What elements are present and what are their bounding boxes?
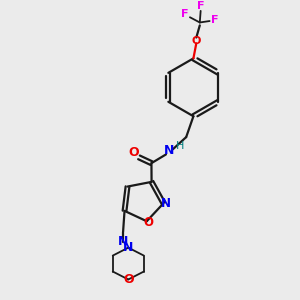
Text: H: H	[176, 141, 184, 151]
Text: N: N	[164, 144, 175, 157]
Text: N: N	[161, 197, 171, 210]
Text: O: O	[143, 216, 153, 229]
Text: F: F	[211, 15, 219, 25]
Text: F: F	[181, 9, 188, 20]
Text: O: O	[129, 146, 140, 159]
Text: O: O	[123, 273, 134, 286]
Text: O: O	[192, 36, 201, 46]
Text: F: F	[197, 1, 205, 11]
Text: N: N	[118, 235, 128, 248]
Text: N: N	[123, 241, 134, 254]
